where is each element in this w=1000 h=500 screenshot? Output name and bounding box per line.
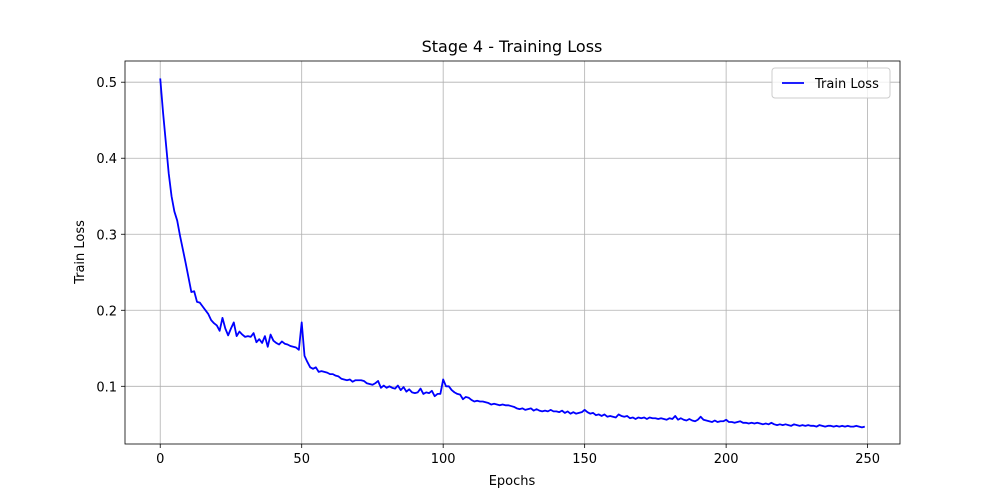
x-tick-label: 100 (431, 452, 456, 467)
grid (125, 61, 900, 444)
y-tick-label: 0.4 (96, 152, 117, 167)
y-tick-label: 0.5 (96, 76, 117, 91)
y-axis-label: Train Loss (73, 220, 88, 285)
x-tick-label: 250 (855, 452, 880, 467)
x-tick-label: 50 (293, 452, 310, 467)
axes-frame (124, 60, 901, 445)
y-tick-label: 0.3 (96, 228, 117, 243)
x-axis-label: Epochs (489, 474, 536, 489)
line-series (159, 78, 866, 429)
x-tick-label: 150 (572, 452, 597, 467)
y-tick-label: 0.2 (96, 304, 117, 319)
ticks: 0 50 100 150 200 250 0.1 0.2 0.3 0.4 0.5 (96, 76, 880, 467)
plot (159, 78, 866, 429)
legend-label: Train Loss (814, 77, 879, 92)
y-tick-label: 0.1 (96, 380, 117, 395)
chart-title: Stage 4 - Training Loss (422, 37, 603, 56)
x-tick-label: 200 (714, 452, 739, 467)
legend-box (771, 67, 891, 99)
x-tick-label: 0 (156, 452, 164, 467)
legend: Train Loss (771, 67, 891, 99)
